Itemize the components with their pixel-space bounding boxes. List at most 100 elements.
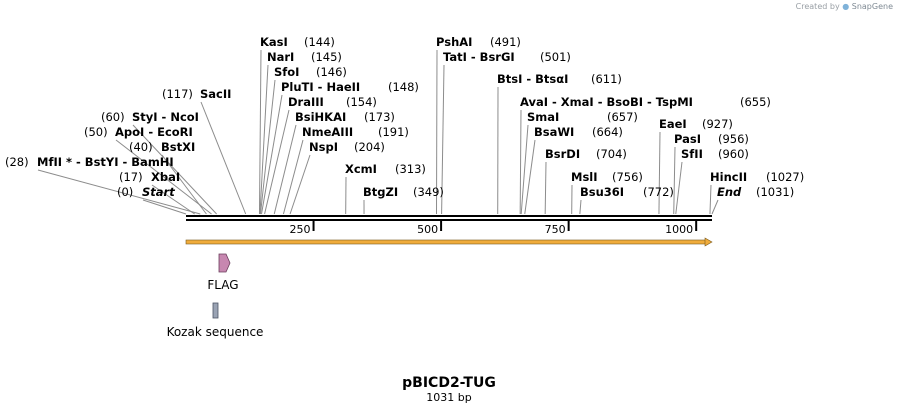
site-name-xcmi: XcmI bbox=[345, 162, 377, 176]
orf-arrow bbox=[185, 237, 713, 247]
site-name-msli: MslI bbox=[571, 170, 598, 184]
site-line-end bbox=[711, 199, 719, 215]
site-label-lines bbox=[37, 49, 719, 215]
credit-created-by: Created by bbox=[795, 2, 840, 11]
site-position-draiii: (154) bbox=[346, 95, 377, 109]
feature-flag-label: FLAG bbox=[207, 278, 238, 292]
site-position-tati-bsrgi: (501) bbox=[540, 50, 571, 64]
site-position-eaei: (927) bbox=[702, 117, 733, 131]
site-name-pluti-haeii: PluTI - HaeII bbox=[281, 80, 360, 94]
site-position-bsu36i: (772) bbox=[643, 185, 674, 199]
site-line-sacii bbox=[200, 101, 247, 215]
site-line-pluti-haeii bbox=[261, 94, 283, 215]
site-name-bstxi: BstXI bbox=[161, 140, 195, 154]
site-line-bsrdi bbox=[544, 161, 547, 215]
site-name-sfoi: SfoI bbox=[274, 65, 299, 79]
site-name-pshai: PshAI bbox=[436, 35, 472, 49]
site-labels: (0) Start(17) XbaI (28) MfII * - BstYI - Bam… bbox=[5, 35, 804, 199]
site-line-nari bbox=[259, 64, 269, 215]
site-name-eaei: EaeI bbox=[659, 117, 687, 131]
sequence-backbone bbox=[186, 215, 712, 221]
site-line-eaei bbox=[658, 131, 661, 215]
site-line-smai bbox=[520, 124, 529, 215]
ruler-label-1000: 1000 bbox=[665, 223, 693, 236]
site-name-sfii: SfII bbox=[681, 147, 703, 161]
credit-brand: SnapGene bbox=[851, 2, 893, 11]
site-line-bsihkai bbox=[273, 124, 297, 215]
site-position-apoi-ecori: (50) bbox=[84, 125, 108, 139]
site-line-draiii bbox=[264, 109, 290, 215]
site-position-sfii: (960) bbox=[718, 147, 749, 161]
site-line-bsu36i bbox=[579, 199, 582, 215]
site-name-avai-xmai-bsobi-tspmi: AvaI - XmaI - BsoBI - TspMI bbox=[520, 95, 693, 109]
site-name-hincii: HincII bbox=[710, 170, 747, 184]
site-line-start bbox=[142, 199, 187, 215]
site-position-xbai: (17) bbox=[119, 170, 143, 184]
site-name-nmeaiii: NmeAIII bbox=[302, 125, 353, 139]
site-line-sfoi bbox=[259, 79, 276, 215]
site-line-sfii bbox=[675, 161, 683, 215]
site-position-kasi: (144) bbox=[304, 35, 335, 49]
site-line-xbai bbox=[151, 184, 195, 215]
site-position-start: (0) bbox=[117, 185, 133, 199]
site-name-bsawi: BsaWI bbox=[534, 125, 574, 139]
site-line-nspi bbox=[289, 154, 311, 215]
site-name-sacii: SacII bbox=[200, 87, 231, 101]
site-name-tati-bsrgi: TatI - BsrGI bbox=[443, 50, 515, 64]
site-position-pluti-haeii: (148) bbox=[388, 80, 419, 94]
site-position-hincii: (1027) bbox=[766, 170, 804, 184]
site-position-bsawi: (664) bbox=[592, 125, 623, 139]
site-position-bsihkai: (173) bbox=[364, 110, 395, 124]
site-position-xcmi: (313) bbox=[395, 162, 426, 176]
site-line-avai-xmai-bsobi-tspmi bbox=[519, 109, 522, 215]
site-name-smai: SmaI bbox=[527, 110, 559, 124]
site-name-bsrdi: BsrDI bbox=[545, 147, 580, 161]
site-name-bsihkai: BsiHKAI bbox=[295, 110, 346, 124]
site-line-mfii-bstyi-bamhi bbox=[37, 169, 201, 215]
ruler-label-500: 500 bbox=[417, 223, 438, 236]
site-line-apoi-ecori bbox=[115, 139, 212, 215]
site-line-hincii bbox=[709, 184, 712, 215]
site-line-nmeaiii bbox=[282, 139, 304, 215]
site-name-kasi: KasI bbox=[260, 35, 288, 49]
site-name-draiii: DraIII bbox=[288, 95, 324, 109]
snapgene-credit: Created by ● SnapGene bbox=[796, 2, 893, 11]
plasmid-name: pBICD2-TUG bbox=[402, 375, 496, 391]
site-name-nari: NarI bbox=[267, 50, 294, 64]
site-position-avai-xmai-bsobi-tspmi: (655) bbox=[740, 95, 771, 109]
site-position-nmeaiii: (191) bbox=[378, 125, 409, 139]
features: FLAG Kozak sequence bbox=[167, 253, 264, 339]
site-position-sfoi: (146) bbox=[316, 65, 347, 79]
site-position-pshai: (491) bbox=[490, 35, 521, 49]
site-name-mfii-bstyi-bamhi: MfII * - BstYI - BamHI bbox=[37, 155, 174, 169]
site-line-kasi bbox=[258, 49, 262, 215]
snapgene-logo-icon: ● bbox=[842, 2, 850, 11]
site-line-bsawi bbox=[524, 139, 536, 215]
site-position-btgzi: (349) bbox=[413, 185, 444, 199]
site-name-btsi-bts-i: BtsI - BtsαI bbox=[497, 72, 568, 86]
site-line-tati-bsrgi bbox=[441, 64, 445, 215]
site-name-start: Start bbox=[142, 185, 175, 199]
ruler-label-750: 750 bbox=[545, 223, 566, 236]
feature-kozak-box bbox=[212, 302, 219, 319]
feature-flag-arrow bbox=[218, 253, 231, 273]
site-position-btsi-bts-i: (611) bbox=[591, 72, 622, 86]
feature-kozak-label: Kozak sequence bbox=[167, 325, 264, 339]
site-position-end: (1031) bbox=[756, 185, 794, 199]
orf-bar bbox=[185, 239, 707, 245]
site-line-pasi bbox=[673, 146, 676, 215]
site-name-pasi: PasI bbox=[674, 132, 701, 146]
site-name-apoi-ecori: ApoI - EcoRI bbox=[115, 125, 193, 139]
site-position-msli: (756) bbox=[612, 170, 643, 184]
site-position-smai: (657) bbox=[607, 110, 638, 124]
site-position-bsrdi: (704) bbox=[596, 147, 627, 161]
site-position-nari: (145) bbox=[311, 50, 342, 64]
site-position-styi-ncoi: (60) bbox=[101, 110, 125, 124]
ruler: 250 500 750 1000 bbox=[290, 221, 698, 236]
site-name-btgzi: BtgZI bbox=[363, 185, 398, 199]
site-position-bstxi: (40) bbox=[129, 140, 153, 154]
site-name-xbai: XbaI bbox=[151, 170, 180, 184]
site-line-styi-ncoi bbox=[132, 124, 217, 215]
site-position-mfii-bstyi-bamhi: (28) bbox=[5, 155, 29, 169]
orf-arrowhead bbox=[704, 237, 713, 247]
